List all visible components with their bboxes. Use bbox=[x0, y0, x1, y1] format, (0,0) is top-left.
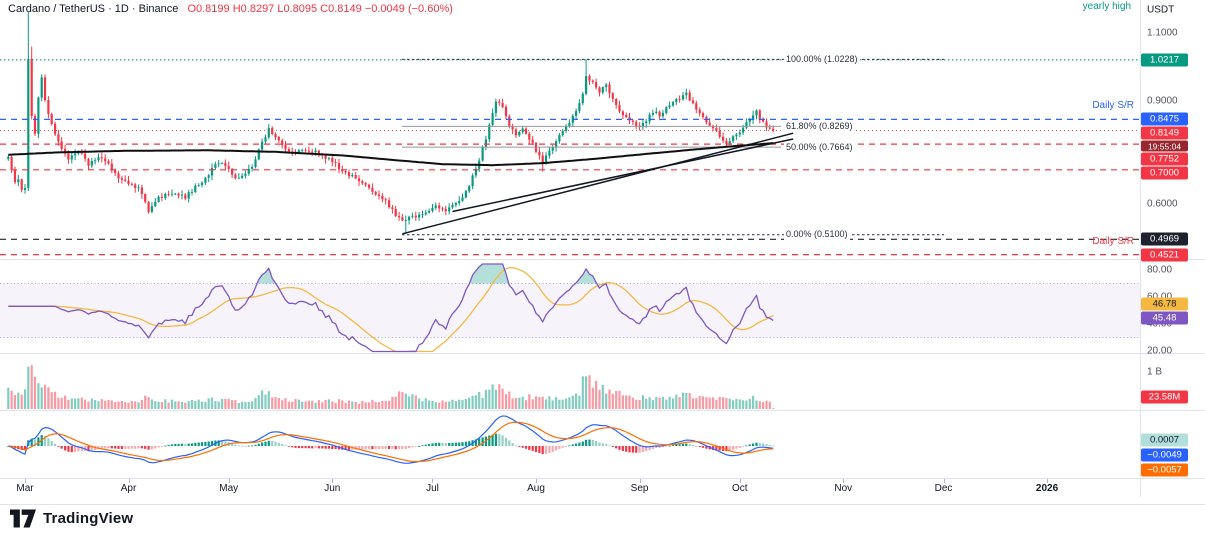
axis-badge: 0.8149 bbox=[1141, 126, 1188, 140]
time-tick bbox=[332, 479, 334, 483]
time-axis-label: Oct bbox=[731, 483, 748, 494]
pane-separator[interactable] bbox=[0, 410, 1205, 411]
time-tick bbox=[943, 479, 945, 483]
time-tick bbox=[639, 479, 641, 483]
footer-divider bbox=[0, 504, 1205, 505]
axis-label: 0.9000 bbox=[1147, 95, 1178, 107]
time-axis-label: Dec bbox=[934, 483, 953, 494]
axis-badge: 0.0007 bbox=[1141, 433, 1188, 447]
time-axis-label: Apr bbox=[120, 483, 137, 494]
price-axis[interactable]: USDT 1.1000 0.9000 0.6000 80.00 60.00 40.00 20… bbox=[1141, 0, 1205, 497]
time-tick bbox=[432, 479, 434, 483]
pane-separator[interactable] bbox=[0, 259, 1205, 260]
axis-badge: 0.4969 bbox=[1141, 232, 1188, 246]
axis-badge: 46.78 bbox=[1141, 297, 1188, 311]
time-axis-label: Sep bbox=[630, 483, 649, 494]
fib-level-label[interactable]: 0.00% (0.5100) bbox=[784, 229, 850, 241]
axis-badge: 0.4521 bbox=[1141, 248, 1188, 262]
axis-label: 40.00 bbox=[1147, 318, 1173, 330]
axis-currency-label: USDT bbox=[1147, 4, 1175, 16]
pane-separator bbox=[0, 478, 1205, 479]
axis-badge: 45.48 bbox=[1141, 311, 1188, 324]
sr-line-label[interactable]: Daily S/R bbox=[1092, 100, 1134, 112]
pane-separator[interactable] bbox=[0, 353, 1205, 354]
time-axis-label: Jun bbox=[324, 483, 341, 494]
fib-level-label[interactable]: 50.00% (0.7664) bbox=[784, 141, 855, 153]
time-axis[interactable]: Mar Apr May Jun Jul Aug Sep Oct Nov Dec 2026 bbox=[0, 479, 1205, 497]
axis-label: 1 B bbox=[1147, 366, 1163, 378]
axis-badge: 1.0217 bbox=[1141, 53, 1188, 67]
time-axis-label: Mar bbox=[16, 483, 34, 494]
axis-label: 0.6000 bbox=[1147, 198, 1178, 210]
axis-label: 1.1000 bbox=[1147, 27, 1178, 39]
axis-badge: 0.7000 bbox=[1141, 166, 1188, 180]
time-tick bbox=[843, 479, 845, 483]
time-axis-label: Jul bbox=[426, 483, 439, 494]
axis-label: 60.00 bbox=[1147, 292, 1172, 303]
time-tick bbox=[25, 479, 26, 483]
yearly-high-label: yearly high bbox=[1082, 1, 1131, 12]
fib-level-label[interactable]: 100.00% (1.0228) bbox=[784, 53, 860, 65]
symbol-title[interactable]: Cardano / TetherUS · 1D · Binance bbox=[8, 3, 179, 15]
axis-label: 20.00 bbox=[1147, 345, 1173, 357]
tradingview-logo-text: TradingView bbox=[43, 510, 134, 527]
fib-level-label[interactable]: 61.80% (0.8269) bbox=[784, 120, 855, 132]
sr-line-label[interactable]: Daily S/R bbox=[1092, 235, 1134, 247]
axis-badge: −0.0049 bbox=[1141, 448, 1188, 462]
time-tick bbox=[739, 479, 741, 483]
chart-plot-area[interactable] bbox=[0, 0, 1140, 497]
axis-badge: 0.8475 bbox=[1141, 112, 1188, 126]
chart-canvas bbox=[0, 11, 1140, 464]
symbol-legend[interactable]: Cardano / TetherUS · 1D · Binance O0.819… bbox=[8, 3, 453, 15]
axis-badge: 19:55:04 bbox=[1141, 140, 1188, 152]
ohlc-values: O0.8199 H0.8297 L0.8095 C0.8149 −0.0049 … bbox=[187, 3, 453, 15]
axis-badge: −0.0057 bbox=[1141, 463, 1188, 477]
time-tick bbox=[228, 479, 230, 483]
axis-badge: 23.58M bbox=[1141, 390, 1188, 404]
time-tick bbox=[128, 479, 130, 483]
price-axis-border bbox=[1140, 0, 1141, 497]
axis-label: 80.00 bbox=[1147, 264, 1173, 276]
time-tick bbox=[1047, 479, 1049, 483]
time-axis-label: Aug bbox=[527, 483, 545, 494]
time-axis-label: Nov bbox=[834, 483, 853, 494]
tradingview-logo[interactable]: TradingView bbox=[10, 509, 133, 528]
time-axis-label: May bbox=[219, 483, 239, 494]
time-axis-label: 2026 bbox=[1035, 483, 1059, 494]
axis-badge: 0.7752 bbox=[1141, 152, 1188, 166]
tradingview-logo-icon bbox=[10, 509, 36, 528]
time-tick bbox=[536, 479, 538, 483]
